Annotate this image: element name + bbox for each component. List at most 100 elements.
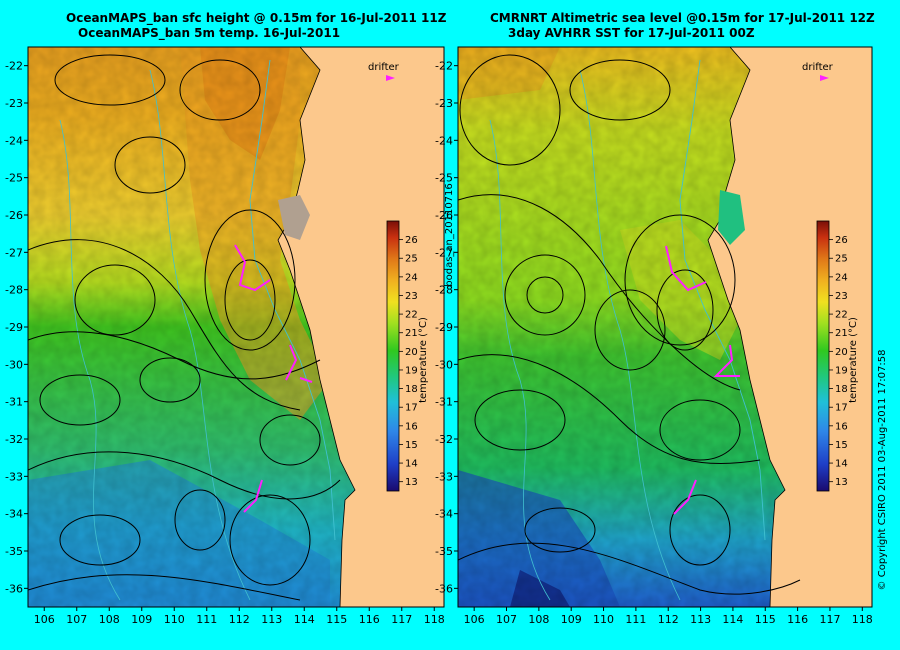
left-colorbar-tick-label: 23 (405, 291, 418, 302)
left-colorbar-tick-label: 22 (405, 310, 418, 321)
left-map-panel (28, 47, 444, 607)
right-lat-tick-label: -22 (435, 60, 453, 73)
right-colorbar-tick-label: 24 (835, 272, 848, 283)
right-colorbar-label: temperature (°C) (848, 317, 859, 403)
copyright-label: © Copyright CSIRO 2011 03-Aug-2011 17:07… (877, 350, 888, 591)
left-lon-tick-label: 107 (66, 613, 87, 626)
right-lon-tick-label: 107 (496, 613, 517, 626)
right-lat-tick-label: -33 (435, 470, 453, 483)
right-lat-tick-label: -32 (435, 433, 453, 446)
right-colorbar-tick-label: 25 (835, 254, 848, 265)
right-drifter-legend-marker (820, 75, 829, 81)
left-lat-tick-label: -25 (5, 172, 23, 185)
right-drifter-tracks (665, 245, 740, 515)
left-colorbar-tick-label: 16 (405, 421, 418, 432)
right-lat-tick-label: -24 (435, 134, 453, 147)
right-land-australia (707, 47, 872, 607)
left-colorbar-tick-label: 21 (405, 328, 418, 339)
left-land-australia (277, 47, 444, 607)
left-lon-tick-label: 118 (424, 613, 445, 626)
left-lat-tick-label: -34 (5, 508, 23, 521)
left-drifter-tracks (234, 244, 313, 513)
left-colorbar-tick-label: 15 (405, 440, 418, 451)
right-lat-tick-label: -27 (435, 246, 453, 259)
right-colorbar-tick-label: 16 (835, 421, 848, 432)
right-lon-tick-label: 113 (690, 613, 711, 626)
right-lon-tick-label: 115 (755, 613, 776, 626)
right-lat-tick-label: -34 (435, 508, 453, 521)
left-lat-tick-label: -33 (5, 470, 23, 483)
left-lat-tick-label: -31 (5, 396, 23, 409)
right-contours (458, 54, 801, 595)
left-colorbar-tick-label: 25 (405, 254, 418, 265)
left-drifter-legend-marker (386, 75, 395, 81)
right-colorbar-tick-label: 19 (835, 365, 848, 376)
left-drifter-legend-label: drifter (368, 62, 400, 73)
right-colorbar-tick-label: 21 (835, 328, 848, 339)
right-bathymetry-3 (579, 69, 681, 601)
left-colorbar-label: temperature (°C) (418, 317, 429, 403)
left-lat-tick-label: -32 (5, 433, 23, 446)
left-lat-tick-label: -30 (5, 358, 23, 371)
right-shark-bay (718, 190, 745, 245)
right-lon-tick-label: 117 (819, 613, 840, 626)
right-lon-tick-label: 114 (722, 613, 743, 626)
left-lon-tick-label: 113 (261, 613, 282, 626)
right-bathymetry-2 (489, 119, 551, 601)
right-title-line2: 3day AVHRR SST for 17-Jul-2011 00Z (508, 26, 755, 40)
right-lat-tick-label: -35 (435, 545, 453, 558)
left-axis-ticks: 106 107 108 109 110 111 112 113 114 115 116 117 118 -… (5, 60, 445, 626)
right-colorbar-tick-label: 17 (835, 403, 848, 414)
left-lon-tick-label: 117 (391, 613, 412, 626)
right-colorbar-tick-label: 22 (835, 310, 848, 321)
left-lon-tick-label: 112 (229, 613, 250, 626)
right-bathymetry-1 (679, 59, 766, 541)
left-title-line1: OceanMAPS_ban sfc height @ 0.15m for 16-… (66, 11, 447, 26)
left-bathymetry-3 (149, 69, 251, 601)
right-colorbar-tick-label: 23 (835, 291, 848, 302)
left-colorbar-tick-label: 13 (405, 477, 418, 488)
right-lat-tick-label: -30 (435, 358, 453, 371)
right-lon-tick-label: 108 (528, 613, 549, 626)
right-lon-tick-label: 116 (787, 613, 808, 626)
right-lat-tick-label: -29 (435, 321, 453, 334)
right-axis-ticks: 106 107 108 109 110 111 112 113 114 115 116 117 118 -… (435, 60, 873, 626)
right-colorbar-tick-label: 20 (835, 347, 848, 358)
left-lat-tick-label: -23 (5, 97, 23, 110)
left-contours (28, 54, 341, 601)
right-lat-tick-label: -31 (435, 396, 453, 409)
left-colorbar-tick-label: 20 (405, 347, 418, 358)
left-bathymetry-1 (249, 59, 336, 541)
left-colorbar (386, 220, 400, 492)
left-colorbar-tick-label: 14 (405, 459, 418, 470)
left-colorbar-tick-label: 17 (405, 403, 418, 414)
right-lon-tick-label: 106 (464, 613, 485, 626)
left-shark-bay (278, 195, 310, 240)
right-lat-tick-label: -36 (435, 582, 453, 595)
right-colorbar-tick-label: 15 (835, 440, 848, 451)
left-colorbar-tick-label: 18 (405, 384, 418, 395)
left-lon-tick-label: 116 (359, 613, 380, 626)
right-title-line1: CMRNRT Altimetric sea level @0.15m for 1… (490, 11, 875, 25)
left-lat-tick-label: -24 (5, 134, 23, 147)
left-colorbar-ticks: 26 25 24 23 22 21 20 19 18 17 16 15 14 13 (399, 235, 418, 488)
right-lat-tick-label: -26 (435, 209, 453, 222)
right-lat-tick-label: -23 (435, 97, 453, 110)
left-lon-tick-label: 110 (164, 613, 185, 626)
left-lon-tick-label: 115 (326, 613, 347, 626)
left-lat-tick-label: -36 (5, 582, 23, 595)
left-title-line2: OceanMAPS_ban 5m temp. 16-Jul-2011 (78, 26, 340, 41)
left-colorbar-tick-label: 24 (405, 272, 418, 283)
right-colorbar-tick-label: 14 (835, 459, 848, 470)
right-lon-tick-label: 111 (625, 613, 646, 626)
right-colorbar-ticks: 26 25 24 23 22 21 20 19 18 17 16 15 14 13 (829, 235, 848, 488)
right-drifter-legend-label: drifter (802, 62, 834, 73)
right-colorbar-tick-label: 13 (835, 477, 848, 488)
left-lat-tick-label: -26 (5, 209, 23, 222)
left-bathymetry-2 (59, 119, 121, 601)
left-lat-tick-label: -35 (5, 545, 23, 558)
right-colorbar (816, 220, 830, 492)
left-lat-tick-label: -29 (5, 321, 23, 334)
right-lon-tick-label: 109 (561, 613, 582, 626)
